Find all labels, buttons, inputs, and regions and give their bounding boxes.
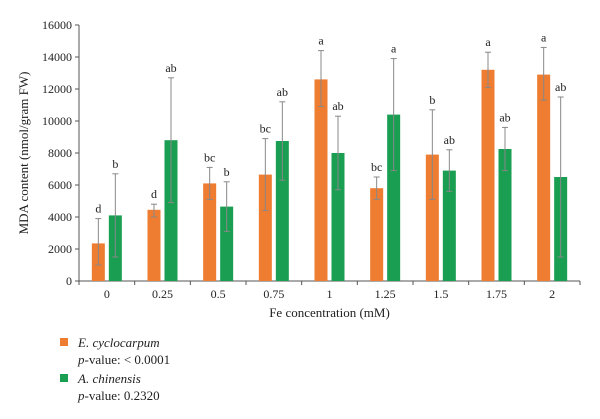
significance-label: b	[429, 93, 435, 107]
significance-label: a	[318, 34, 324, 48]
y-tick-label: 4000	[48, 210, 72, 224]
y-tick-label: 16000	[42, 18, 72, 32]
bar	[220, 206, 234, 281]
legend-swatch-e-cyclocarpum	[60, 338, 68, 346]
legend-series-name: A. chinensis	[78, 371, 141, 386]
bar	[314, 79, 328, 282]
significance-label: b	[112, 157, 118, 171]
significance-label: bc	[371, 160, 382, 174]
x-tick-label: 1.75	[486, 287, 507, 301]
significance-label: ab	[332, 99, 343, 113]
y-tick-label: 8000	[48, 146, 72, 160]
x-tick-label: 1.25	[375, 287, 396, 301]
x-tick-label: 0	[104, 287, 110, 301]
y-tick-label: 6000	[48, 178, 72, 192]
bar	[370, 188, 384, 281]
x-tick-label: 0.25	[152, 287, 173, 301]
legend-p-value-text: -value: 0.2320	[84, 388, 160, 403]
chart-axes: 0 2000 4000 6000 8000 10000 12000 14000 16000 0 0.…	[42, 18, 581, 301]
significance-label: a	[485, 35, 491, 49]
bar	[258, 174, 272, 281]
significance-label: d	[95, 202, 101, 216]
legend-item-a-chinensis: A. chinensis p-value: 0.2320	[60, 370, 170, 404]
significance-label: bc	[260, 122, 271, 136]
legend-p-value: p-value: 0.2320	[78, 387, 170, 404]
y-tick-label: 0	[66, 274, 72, 288]
significance-label: ab	[277, 85, 288, 99]
significance-label: ab	[499, 110, 510, 124]
chart-legend: E. cyclocarpum p-value: < 0.0001 A. chin…	[60, 334, 170, 406]
significance-label: ab	[165, 61, 176, 75]
bar	[425, 154, 439, 281]
bar	[498, 149, 512, 281]
y-tick-label: 12000	[42, 82, 72, 96]
legend-p-label: p	[78, 388, 85, 403]
x-tick-label: 1.5	[433, 287, 448, 301]
x-tick-label: 1	[327, 287, 333, 301]
y-tick-label: 2000	[48, 242, 72, 256]
bar	[275, 141, 289, 281]
legend-p-value-text: -value: < 0.0001	[84, 352, 171, 367]
x-axis-label: Fe concentration (mM)	[269, 305, 390, 320]
bar	[387, 114, 401, 281]
bar	[203, 183, 217, 281]
significance-label: bc	[204, 150, 215, 164]
bar	[481, 69, 495, 281]
significance-label: ab	[555, 80, 566, 94]
legend-p-label: p	[78, 352, 85, 367]
y-axis-label: MDA content (nmol/gram FW)	[16, 72, 31, 235]
legend-p-value: p-value: < 0.0001	[78, 351, 170, 368]
bar	[331, 153, 345, 281]
significance-label: a	[391, 42, 397, 56]
significance-label: ab	[444, 133, 455, 147]
bar	[147, 209, 161, 281]
significance-label: a	[541, 30, 547, 44]
bar	[164, 140, 178, 281]
y-tick-label: 10000	[42, 114, 72, 128]
significance-label: b	[224, 165, 230, 179]
chart-bars	[91, 69, 568, 282]
x-tick-label: 0.5	[211, 287, 226, 301]
chart-error-bars	[95, 46, 564, 266]
x-tick-label: 0.75	[263, 287, 284, 301]
bar	[442, 170, 456, 281]
bar	[537, 74, 551, 281]
x-tick-label: 2	[549, 287, 555, 301]
significance-label: d	[151, 187, 157, 201]
y-tick-label: 14000	[42, 50, 72, 64]
legend-item-e-cyclocarpum: E. cyclocarpum p-value: < 0.0001	[60, 334, 170, 368]
legend-series-name: E. cyclocarpum	[78, 335, 160, 350]
legend-swatch-a-chinensis	[60, 374, 68, 382]
